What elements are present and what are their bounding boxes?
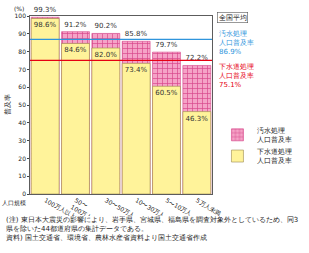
svg-text:90.2%: 90.2% xyxy=(95,22,118,30)
svg-text:60: 60 xyxy=(18,83,26,90)
svg-text:汚水処理人口普及率86.9%: 汚水処理人口普及率86.9% xyxy=(219,30,254,56)
svg-text:40: 40 xyxy=(18,119,26,126)
svg-text:30〜50万人: 30〜50万人 xyxy=(104,196,136,216)
svg-text:82.0%: 82.0% xyxy=(95,51,118,59)
svg-text:72.2%: 72.2% xyxy=(186,54,209,62)
svg-text:80: 80 xyxy=(18,48,26,55)
svg-text:60.5%: 60.5% xyxy=(155,89,178,97)
svg-text:普及率: 普及率 xyxy=(3,95,12,116)
svg-text:50: 50 xyxy=(18,101,26,108)
svg-text:50〜100万人: 50〜100万人 xyxy=(70,196,98,216)
svg-text:5〜10万人: 5〜10万人 xyxy=(165,196,194,216)
svg-text:46.3%: 46.3% xyxy=(186,115,209,123)
svg-text:70: 70 xyxy=(18,66,26,73)
svg-text:0: 0 xyxy=(22,190,26,197)
svg-text:全国平均: 全国平均 xyxy=(219,14,247,22)
svg-text:100万人以上: 100万人以上 xyxy=(43,196,77,216)
svg-text:73.4%: 73.4% xyxy=(125,66,148,74)
svg-text:99.3%: 99.3% xyxy=(34,6,57,14)
svg-text:(%): (%) xyxy=(14,5,24,12)
svg-text:85.8%: 85.8% xyxy=(125,30,148,38)
svg-text:98.6%: 98.6% xyxy=(34,21,57,29)
svg-text:30: 30 xyxy=(18,137,26,144)
svg-text:汚水処理人口普及率: 汚水処理人口普及率 xyxy=(257,127,292,144)
svg-text:10: 10 xyxy=(18,172,26,179)
svg-text:人口規模: 人口規模 xyxy=(2,199,26,206)
svg-text:79.7%: 79.7% xyxy=(155,41,178,49)
html-text:資料) 国土交通省、環境省、農林水産省資料より国土交通省作成: 資料) 国土交通省、環境省、農林水産省資料より国土交通省作成 xyxy=(6,234,207,242)
svg-text:90: 90 xyxy=(18,30,26,37)
svg-text:20: 20 xyxy=(18,155,26,162)
svg-text:下水道処理人口普及率75.1%: 下水道処理人口普及率75.1% xyxy=(219,63,254,89)
html-text:(注) 東日本大震災の影響により、岩手県、宮城県、福島県を調: (注) 東日本大震災の影響により、岩手県、宮城県、福島県を調査対象外としているた… xyxy=(6,216,299,233)
svg-text:84.6%: 84.6% xyxy=(64,46,87,54)
svg-text:10〜30万人: 10〜30万人 xyxy=(134,196,166,216)
svg-text:5万人未満: 5万人未満 xyxy=(195,196,223,216)
svg-text:100: 100 xyxy=(15,12,27,19)
svg-text:91.2%: 91.2% xyxy=(64,21,87,29)
svg-text:下水道処理人口普及率: 下水道処理人口普及率 xyxy=(257,148,292,165)
